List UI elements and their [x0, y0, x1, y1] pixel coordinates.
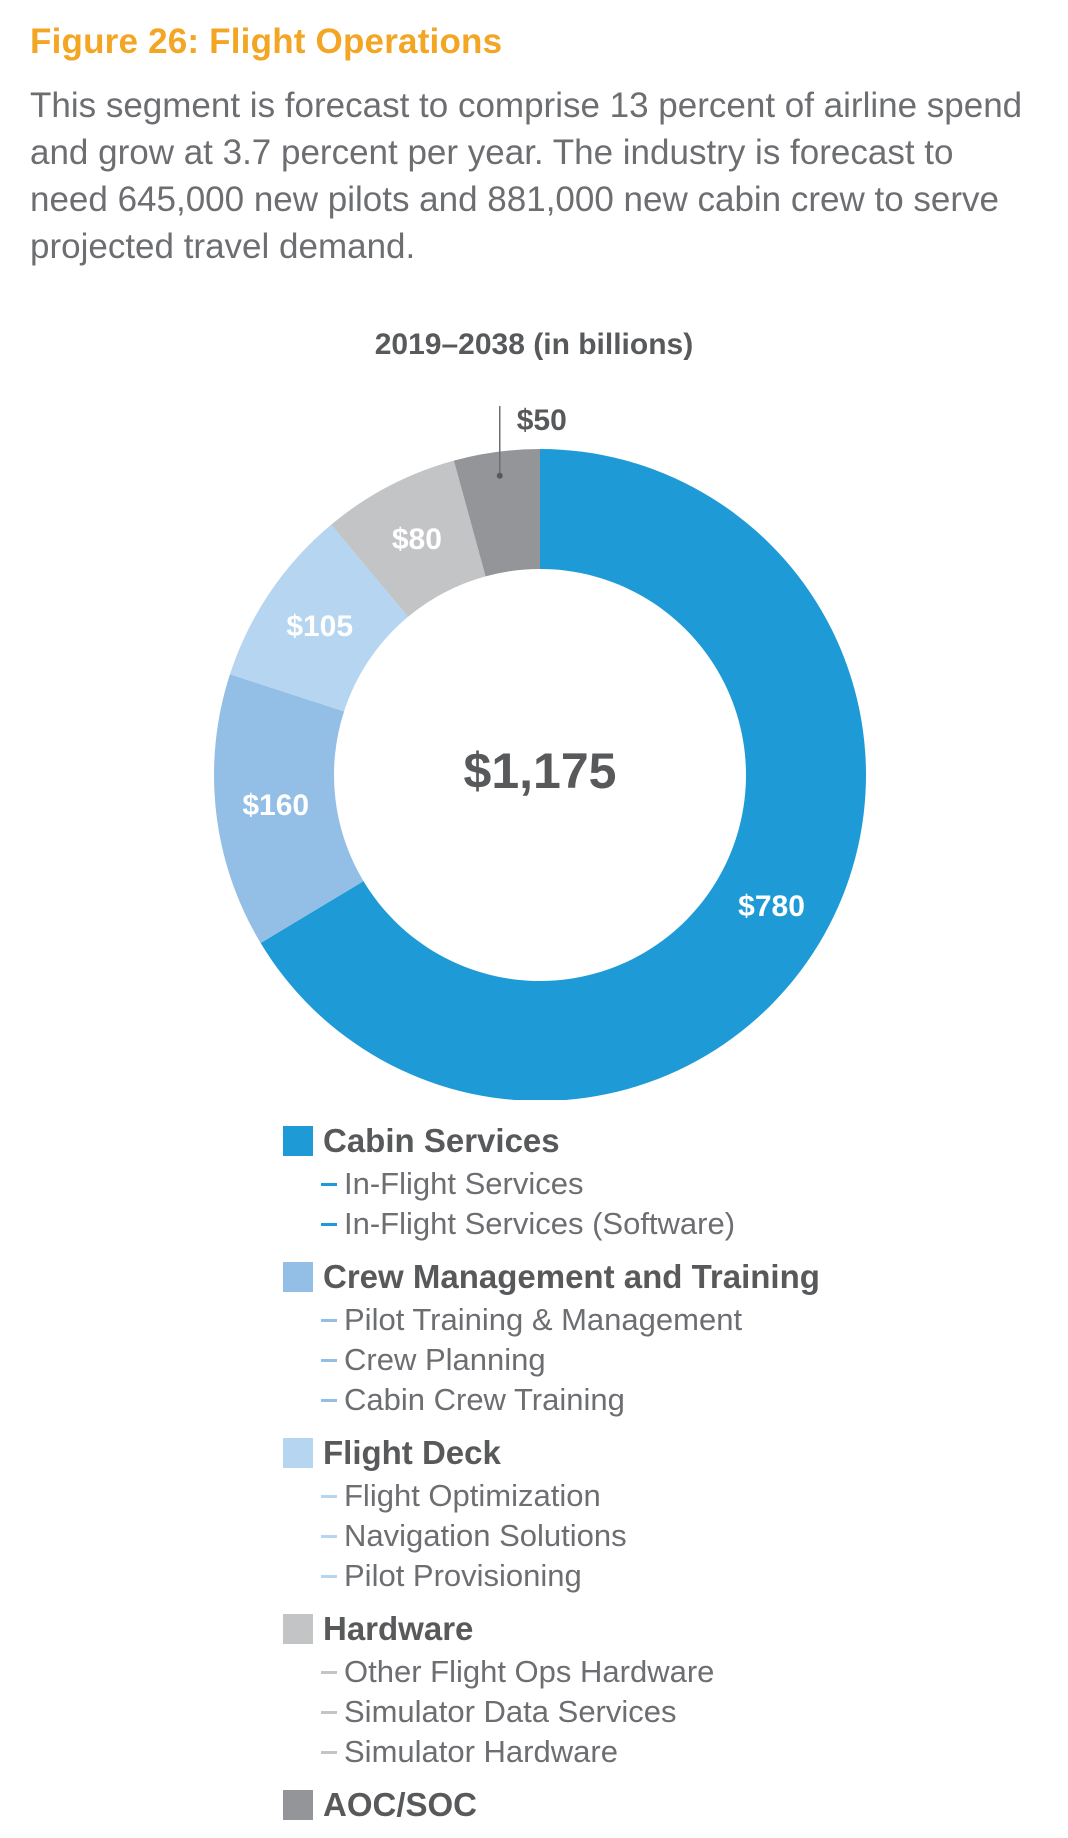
- legend-swatch: [283, 1126, 313, 1156]
- legend-swatch: [283, 1262, 313, 1292]
- legend-group-cabin-services: Cabin Services In-Flight Services In-Fligh…: [283, 1118, 1003, 1244]
- legend-subitem-label: In-Flight Services: [344, 1166, 584, 1201]
- legend-dash: [321, 1182, 337, 1186]
- legend-subitem: In-Flight Services (Software): [321, 1204, 1003, 1244]
- slice-cabin-services: [260, 449, 866, 1100]
- legend-dash: [321, 1398, 337, 1402]
- legend-dash: [321, 1318, 337, 1322]
- legend-label: Flight Deck: [323, 1434, 501, 1471]
- legend-subitem-label: In-Flight Services (Software): [344, 1206, 736, 1241]
- legend-subitem: Crew Planning: [321, 1340, 1003, 1380]
- legend-entry: Cabin Services: [283, 1118, 1003, 1164]
- legend-group-hardware: Hardware Other Flight Ops Hardware Simulat…: [283, 1606, 1003, 1772]
- legend-label: Cabin Services: [323, 1122, 560, 1159]
- legend-dash: [321, 1494, 337, 1498]
- figure-title: Figure 26: Flight Operations: [30, 22, 503, 61]
- donut-center-label: $1,175: [464, 743, 617, 799]
- chart-legend: Cabin Services In-Flight Services In-Fligh…: [283, 1118, 1003, 1838]
- slice-label-cabin-services: $780: [738, 890, 805, 923]
- legend-entry: AOC/SOC: [283, 1782, 1003, 1828]
- legend-swatch: [283, 1790, 313, 1820]
- chart-title: 2019–2038 (in billions): [374, 328, 694, 361]
- figure-description: This segment is forecast to comprise 13 …: [30, 86, 1023, 266]
- legend-entry: Flight Deck: [283, 1430, 1003, 1476]
- legend-subitem: In-Flight Services: [321, 1164, 1003, 1204]
- legend-subitem: Cabin Crew Training: [321, 1380, 1003, 1420]
- legend-subitem: Pilot Training & Management: [321, 1300, 1003, 1340]
- legend-subitem-label: Other Flight Ops Hardware: [344, 1654, 715, 1689]
- slice-flight-deck: [229, 524, 409, 712]
- legend-subitem: Simulator Data Services: [321, 1692, 1003, 1732]
- legend-group-crew-management-and-training: Crew Management and Training Pilot Traini…: [283, 1254, 1003, 1420]
- legend-label: Hardware: [323, 1610, 474, 1647]
- slice-crew-management-and-training: [214, 674, 364, 944]
- donut-slices: [214, 449, 866, 1100]
- legend-group-flight-deck: Flight Deck Flight Optimization Navigation…: [283, 1430, 1003, 1596]
- legend-subitem: Pilot Provisioning: [321, 1556, 1003, 1596]
- legend-dash: [321, 1750, 337, 1754]
- slice-label-crew-management-and-training: $160: [242, 789, 309, 822]
- legend-dash: [321, 1358, 337, 1362]
- legend-subitem: Navigation Solutions: [321, 1516, 1003, 1556]
- legend-subitem: Flight Optimization: [321, 1476, 1003, 1516]
- slice-label-aoc-soc: $50: [517, 404, 567, 437]
- slice-label-flight-deck: $105: [286, 610, 353, 643]
- legend-label: Crew Management and Training: [323, 1258, 820, 1295]
- legend-entry: Crew Management and Training: [283, 1254, 1003, 1300]
- legend-subitem-label: Navigation Solutions: [344, 1518, 627, 1553]
- legend-subitem-label: Crew Planning: [344, 1342, 546, 1377]
- slice-leader-dot: [496, 472, 503, 479]
- legend-subitem-label: Simulator Hardware: [344, 1734, 618, 1769]
- legend-subitem: Simulator Hardware: [321, 1732, 1003, 1772]
- slice-aoc-soc: [453, 449, 540, 577]
- legend-subitem-label: Simulator Data Services: [344, 1694, 677, 1729]
- legend-subitem-label: Cabin Crew Training: [344, 1382, 625, 1417]
- legend-subitem-label: Flight Optimization: [344, 1478, 601, 1513]
- legend-swatch: [283, 1438, 313, 1468]
- donut-chart: $780 $160 $105 $80 $50 $1,175: [214, 404, 866, 1100]
- slice-label-hardware: $80: [392, 523, 442, 556]
- legend-subitem-label: Pilot Training & Management: [344, 1302, 743, 1337]
- legend-group-aoc-soc: AOC/SOC: [283, 1782, 1003, 1828]
- legend-dash: [321, 1534, 337, 1538]
- slice-hardware: [331, 460, 486, 617]
- donut-slice-labels: $780 $160 $105 $80 $50: [242, 404, 805, 923]
- legend-dash: [321, 1222, 337, 1226]
- legend-dash: [321, 1574, 337, 1578]
- legend-swatch: [283, 1614, 313, 1644]
- legend-label: AOC/SOC: [323, 1786, 478, 1823]
- legend-dash: [321, 1710, 337, 1714]
- legend-dash: [321, 1670, 337, 1674]
- legend-subitem-label: Pilot Provisioning: [344, 1558, 582, 1593]
- legend-entry: Hardware: [283, 1606, 1003, 1652]
- legend-subitem: Other Flight Ops Hardware: [321, 1652, 1003, 1692]
